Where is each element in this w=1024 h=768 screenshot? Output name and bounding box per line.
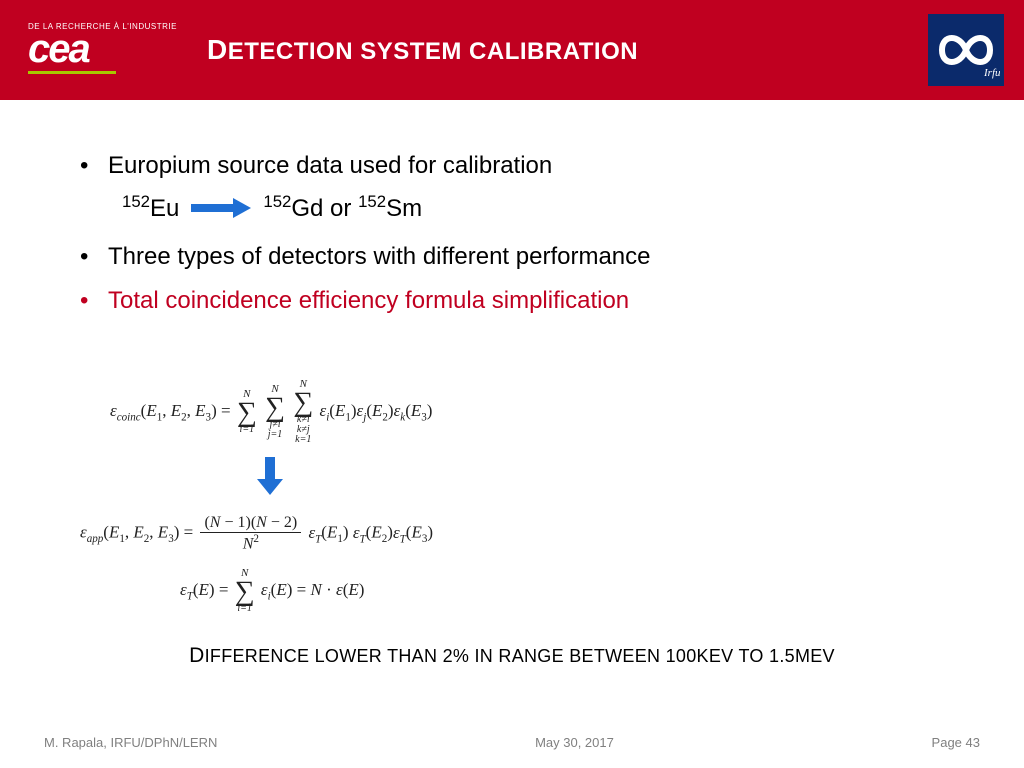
cea-logo: DE LA RECHERCHE À L'INDUSTRIE cea: [28, 22, 177, 74]
sum-k1: k=1: [295, 434, 311, 445]
logo-text: cea: [28, 33, 177, 65]
isotope-products: 152Gd or 152Sm: [263, 192, 422, 223]
formula-coinc: εcoinc(E1, E2, E3) = N∑i=1 N∑j≠ij=1 N∑k≠…: [110, 379, 944, 445]
sum-i1-b: i=1: [237, 604, 252, 614]
bullet-list: Europium source data used for calibratio…: [80, 148, 944, 184]
logo-underline: [28, 71, 116, 74]
svg-text:Irfu: Irfu: [983, 67, 1000, 79]
formula-block: εcoinc(E1, E2, E3) = N∑i=1 N∑j≠ij=1 N∑k≠…: [80, 379, 944, 614]
infinity-icon: Irfu: [932, 20, 1000, 80]
arrow-right-icon: [189, 196, 253, 220]
slide-content: Europium source data used for calibratio…: [0, 100, 1024, 668]
bullet-2: Three types of detectors with different …: [80, 239, 944, 275]
sum-j1: j=1: [268, 429, 283, 440]
eu-text: Eu: [150, 195, 179, 222]
slide-footer: M. Rapala, IRFU/DPhN/LERN May 30, 2017 P…: [0, 735, 1024, 750]
bullet-list-2: Three types of detectors with different …: [80, 239, 944, 319]
down-arrow: [255, 455, 944, 500]
formula-total: εT(E) = N∑i=1 εi(E) = N · ε(E): [180, 568, 944, 614]
bullet-1: Europium source data used for calibratio…: [80, 148, 944, 184]
bullet-1-subline: 152Eu 152Gd or 152Sm: [80, 192, 944, 223]
caption-first: D: [189, 644, 204, 667]
slide-header: DE LA RECHERCHE À L'INDUSTRIE cea DETECT…: [0, 0, 1024, 100]
bullet-3: Total coincidence efficiency formula sim…: [80, 283, 944, 319]
title-rest: ETECTION SYSTEM CALIBRATION: [228, 38, 638, 65]
footer-date: May 30, 2017: [535, 735, 614, 750]
isotope-eu: 152Eu: [122, 192, 179, 223]
slide-title: DETECTION SYSTEM CALIBRATION: [207, 34, 638, 66]
footer-author: M. Rapala, IRFU/DPhN/LERN: [44, 735, 217, 750]
sum-i1: i=1: [240, 425, 255, 435]
formula-app: εapp(E1, E2, E3) = (N − 1)(N − 2) N2 εT(…: [80, 514, 944, 553]
irfu-logo: Irfu: [928, 14, 1004, 86]
title-first: D: [207, 34, 228, 65]
sup-152-eu: 152: [122, 192, 150, 211]
sm-text: Sm: [386, 195, 422, 222]
arrow-down-icon: [255, 455, 285, 495]
caption-rest: IFFERENCE LOWER THAN 2% IN RANGE BETWEEN…: [205, 646, 835, 666]
sup-152-gd: 152: [263, 192, 291, 211]
bottom-caption: DIFFERENCE LOWER THAN 2% IN RANGE BETWEE…: [80, 644, 944, 668]
footer-page: Page 43: [932, 735, 980, 750]
gd-text: Gd or: [291, 195, 358, 222]
sup-152-sm: 152: [358, 192, 386, 211]
